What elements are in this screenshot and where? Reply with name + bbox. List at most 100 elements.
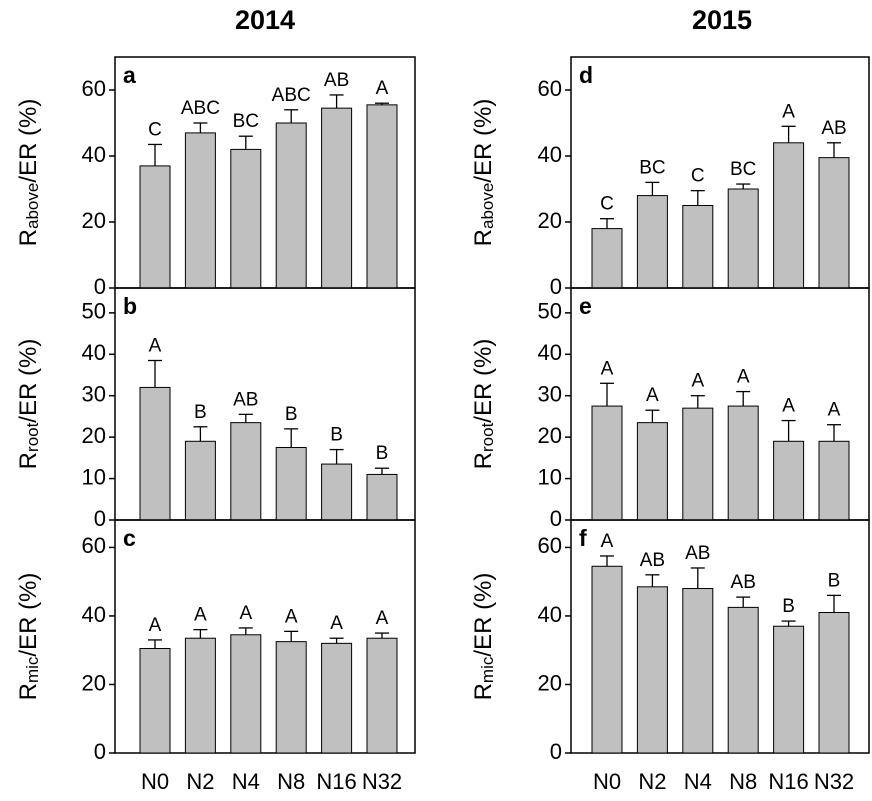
y-tick-label: 0 [550, 506, 562, 531]
y-tick-label: 20 [538, 208, 562, 233]
panel-label: d [579, 62, 593, 88]
y-axis-label: Rmic/ER (%) [470, 573, 497, 701]
bar [230, 148, 262, 289]
y-tick-label: 40 [538, 602, 562, 627]
significance-letter: A [737, 367, 750, 388]
y-tick-label: 20 [82, 670, 106, 695]
bar [139, 647, 171, 754]
y-tick-label: 0 [94, 506, 106, 531]
plot-frame [570, 519, 870, 754]
y-axis-label: Rabove/ER (%) [470, 99, 497, 247]
bar [636, 195, 668, 289]
y-axis-label-part: R [15, 452, 42, 469]
bar [773, 625, 805, 754]
x-tick-label: N4 [232, 769, 260, 794]
bar [773, 142, 805, 289]
y-axis-label-part: /ER (%) [15, 99, 42, 183]
y-axis-label: Rmic/ER (%) [15, 573, 42, 701]
x-tick-label: N32 [814, 769, 854, 794]
bar [591, 565, 623, 754]
bar [184, 132, 216, 289]
bar [366, 104, 398, 289]
bar [773, 440, 805, 521]
significance-letter: A [239, 603, 252, 624]
y-tick-label: 10 [538, 464, 562, 489]
bar [139, 165, 171, 289]
bar [591, 228, 623, 289]
bar [321, 463, 353, 521]
significance-letter: A [782, 396, 795, 417]
significance-letter: B [782, 596, 795, 617]
bar [184, 637, 216, 754]
y-axis-label-part: /ER (%) [15, 573, 42, 657]
significance-letter: A [601, 358, 614, 379]
bar [321, 107, 353, 289]
y-axis-label: Rroot/ER (%) [470, 339, 497, 470]
y-tick-label: 0 [94, 739, 106, 764]
bar [321, 642, 353, 754]
bar [818, 157, 850, 289]
bar [184, 440, 216, 521]
significance-letter: C [148, 119, 162, 140]
bar [230, 634, 262, 754]
x-tick-label: N8 [729, 769, 757, 794]
y-tick-label: 30 [82, 382, 106, 407]
y-tick-label: 50 [82, 299, 106, 324]
bar [636, 422, 668, 521]
y-axis-label-part: above [23, 183, 42, 229]
y-axis-label-part: mic [478, 656, 497, 683]
y-axis-label: Rabove/ER (%) [15, 99, 42, 247]
bar [636, 586, 668, 754]
significance-letter: A [285, 606, 298, 627]
y-tick-label: 60 [538, 533, 562, 558]
significance-letter: C [600, 194, 614, 215]
significance-letter: AB [640, 550, 665, 571]
bar [591, 405, 623, 521]
y-tick-label: 40 [82, 142, 106, 167]
y-axis-label-part: root [478, 422, 497, 452]
significance-letter: AB [731, 572, 756, 593]
bar [275, 641, 307, 754]
y-axis-label-part: mic [23, 656, 42, 683]
y-axis-label-part: R [15, 229, 42, 246]
significance-letter: B [376, 443, 389, 464]
column-title: 2014 [235, 5, 295, 35]
significance-letter: BC [639, 157, 665, 178]
significance-letter: A [194, 605, 207, 626]
y-axis-label-part: /ER (%) [470, 573, 497, 657]
x-tick-label: N4 [684, 769, 712, 794]
y-tick-label: 60 [82, 533, 106, 558]
bar [366, 637, 398, 754]
y-tick-label: 20 [538, 670, 562, 695]
bar [275, 447, 307, 521]
y-axis-label-part: /ER (%) [15, 339, 42, 423]
y-axis-label-part: root [23, 422, 42, 452]
significance-letter: AB [324, 70, 349, 91]
significance-letter: AB [233, 389, 258, 410]
y-tick-label: 30 [538, 382, 562, 407]
significance-letter: C [691, 166, 705, 187]
x-tick-label: N0 [141, 769, 169, 794]
y-tick-label: 0 [94, 274, 106, 299]
bar [230, 422, 262, 521]
significance-letter: ABC [181, 98, 220, 119]
significance-letter: A [376, 608, 389, 629]
x-tick-label: N2 [186, 769, 214, 794]
significance-letter: B [828, 570, 841, 591]
bar [727, 405, 759, 521]
y-tick-label: 20 [538, 423, 562, 448]
bar [139, 386, 171, 521]
x-tick-label: N32 [362, 769, 402, 794]
y-axis-label-part: above [478, 183, 497, 229]
bar [682, 407, 714, 521]
y-tick-label: 10 [82, 464, 106, 489]
y-tick-label: 40 [82, 340, 106, 365]
significance-letter: B [330, 425, 343, 446]
x-tick-label: N16 [768, 769, 808, 794]
significance-letter: A [149, 336, 162, 357]
y-axis-label-part: /ER (%) [470, 99, 497, 183]
y-axis-label-part: /ER (%) [470, 339, 497, 423]
y-tick-label: 40 [538, 142, 562, 167]
significance-letter: BC [233, 111, 259, 132]
panel-label: c [123, 525, 136, 551]
